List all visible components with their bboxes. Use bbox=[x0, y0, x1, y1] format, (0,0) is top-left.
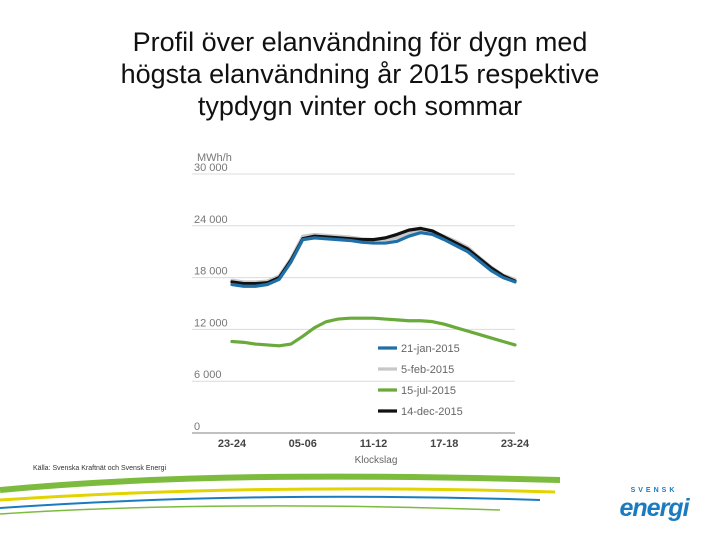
legend-label: 21-jan-2015 bbox=[401, 343, 460, 355]
legend-label: 5-feb-2015 bbox=[401, 364, 454, 376]
legend-label: 15-jul-2015 bbox=[401, 385, 456, 397]
y-tick-label: 18 000 bbox=[194, 266, 228, 278]
y-tick-label: 24 000 bbox=[194, 214, 228, 226]
y-tick-label: 12 000 bbox=[194, 317, 228, 329]
x-tick-label: 17-18 bbox=[430, 438, 458, 450]
x-tick-label: 23-24 bbox=[501, 438, 530, 450]
chart-legend: 21-jan-2015 5-feb-2015 15-jul-2015 14-dec-2… bbox=[378, 343, 463, 418]
title-line-2: högsta elanvändning år 2015 respektive bbox=[120, 59, 600, 89]
y-tick-label: 0 bbox=[194, 421, 200, 433]
swoosh-green bbox=[0, 473, 561, 493]
series-line-jan bbox=[230, 231, 517, 288]
footer-swoosh-decoration bbox=[0, 473, 561, 515]
x-axis-ticks: 23-24 05-06 11-12 17-18 23-24 bbox=[218, 438, 530, 450]
x-tick-label: 11-12 bbox=[360, 438, 388, 450]
source-note: Källa: Svenska Kraftnät och Svensk Energ… bbox=[33, 465, 167, 472]
swoosh-green-thin bbox=[0, 505, 501, 515]
electricity-usage-line-chart: MWh/h 30 000 24 000 18 000 12 000 6 000 0 23-… bbox=[192, 152, 530, 466]
svensk-energi-logo: SVENSK energi bbox=[612, 486, 696, 521]
logo-main-text: energi bbox=[619, 494, 689, 522]
logo-top-text: SVENSK bbox=[630, 487, 678, 494]
x-axis-label: Klockslag bbox=[355, 455, 398, 466]
y-axis-unit-label: MWh/h bbox=[197, 152, 232, 164]
y-tick-label: 30 000 bbox=[194, 162, 228, 174]
slide-title: Profil över elanvändning för dygn med hö… bbox=[60, 26, 660, 122]
series-line-jul bbox=[230, 316, 517, 348]
title-line-1: Profil över elanvändning för dygn med bbox=[132, 27, 588, 57]
x-tick-label: 05-06 bbox=[289, 438, 317, 450]
legend-label: 14-dec-2015 bbox=[401, 406, 463, 418]
swoosh-yellow bbox=[0, 487, 556, 502]
chart-series bbox=[230, 226, 517, 348]
y-tick-label: 6 000 bbox=[194, 369, 222, 381]
chart-grid bbox=[192, 173, 515, 434]
title-line-3: typdygn vinter och sommar bbox=[197, 91, 523, 121]
x-tick-label: 23-24 bbox=[218, 438, 247, 450]
swoosh-blue bbox=[0, 495, 541, 509]
y-axis-ticks: 30 000 24 000 18 000 12 000 6 000 0 bbox=[194, 162, 228, 433]
